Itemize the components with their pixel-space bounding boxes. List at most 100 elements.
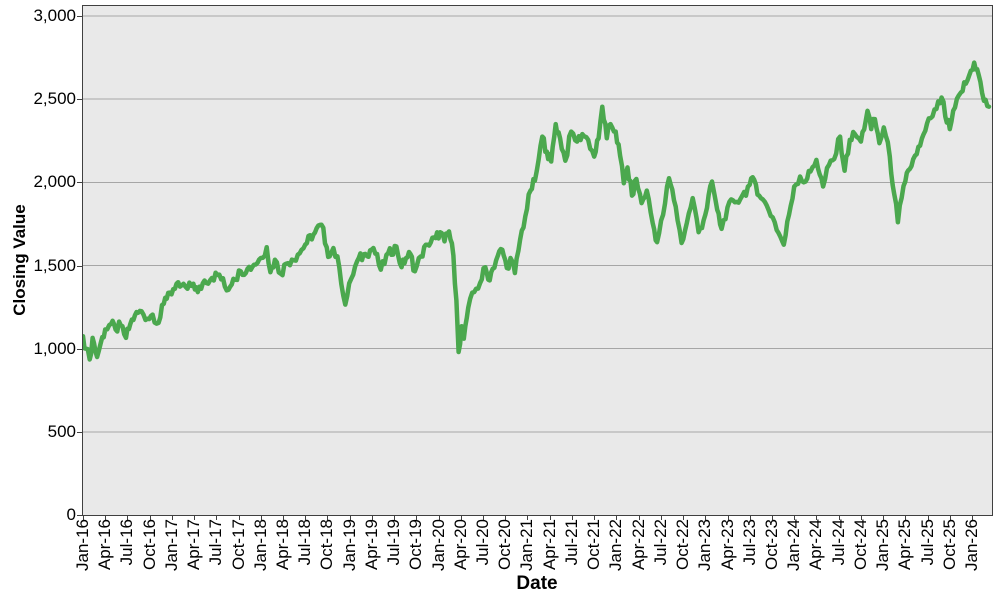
x-tick-mark (305, 516, 306, 520)
x-tick-label: Jul-24 (828, 519, 848, 566)
x-tick-mark (839, 516, 840, 520)
x-tick-mark (261, 516, 262, 520)
y-tick-label: 500 (47, 421, 76, 441)
x-tick-mark (283, 516, 284, 520)
y-tick-label: 0 (66, 505, 76, 524)
x-tick-mark (816, 516, 817, 520)
x-tick-label: Jul-22 (650, 519, 670, 566)
y-tick-mark (77, 182, 83, 184)
plot-area (82, 5, 993, 516)
x-tick-mark (883, 516, 884, 520)
x-tick-label: Oct-22 (673, 519, 693, 571)
x-tick-label: Jan-18 (250, 519, 270, 571)
x-tick-label: Jul-20 (473, 519, 493, 566)
x-tick-label: Jan-22 (606, 519, 626, 571)
x-tick-mark (416, 516, 417, 520)
x-tick-mark (616, 516, 617, 520)
y-tick-label: 1,000 (33, 338, 76, 358)
x-tick-mark (950, 516, 951, 520)
x-tick-mark (194, 516, 195, 520)
x-tick-label: Oct-24 (850, 519, 870, 571)
plot-svg (83, 15, 992, 433)
x-tick-label: Jan-26 (961, 519, 981, 571)
x-tick-mark (928, 516, 929, 520)
x-tick-mark (705, 516, 706, 520)
x-tick-mark (216, 516, 217, 520)
x-tick-mark (127, 516, 128, 520)
x-tick-label: Jan-23 (695, 519, 715, 571)
x-tick-label: Jan-20 (428, 519, 448, 571)
x-tick-mark (172, 516, 173, 520)
x-tick-mark (327, 516, 328, 520)
x-tick-label: Oct-16 (139, 519, 159, 571)
x-tick-label: Jan-21 (517, 519, 537, 571)
x-tick-label: Jul-16 (117, 519, 137, 566)
y-tick-mark (77, 265, 83, 267)
x-tick-label: Apr-21 (539, 519, 559, 571)
x-tick-mark (505, 516, 506, 520)
x-tick-mark (150, 516, 151, 520)
x-tick-label: Oct-17 (228, 519, 248, 571)
x-tick-label: Jul-23 (739, 519, 759, 566)
x-tick-mark (83, 516, 84, 520)
y-tick-mark (77, 99, 83, 101)
x-tick-label: Apr-23 (717, 519, 737, 571)
x-tick-mark (372, 516, 373, 520)
x-tick-mark (772, 516, 773, 520)
x-tick-mark (461, 516, 462, 520)
y-tick-mark (77, 16, 83, 17)
y-tick-label: 3,000 (33, 6, 76, 25)
x-tick-mark (439, 516, 440, 520)
x-tick-label: Oct-23 (761, 519, 781, 571)
x-tick-mark (105, 516, 106, 520)
x-tick-mark (594, 516, 595, 520)
y-tick-mark (77, 348, 83, 350)
x-tick-mark (661, 516, 662, 520)
x-tick-label: Jul-18 (295, 519, 315, 566)
x-tick-mark (794, 516, 795, 520)
x-tick-label: Apr-20 (450, 519, 470, 571)
x-tick-mark (750, 516, 751, 520)
x-tick-label: Apr-17 (184, 519, 204, 571)
x-tick-mark (972, 516, 973, 520)
x-tick-mark (350, 516, 351, 520)
x-tick-mark (905, 516, 906, 520)
x-tick-label: Jan-24 (784, 519, 804, 571)
x-tick-label: Apr-22 (628, 519, 648, 571)
x-tick-label: Apr-18 (273, 519, 293, 571)
x-tick-mark (861, 516, 862, 520)
x-tick-mark (550, 516, 551, 520)
x-tick-mark (394, 516, 395, 520)
x-tick-mark (239, 516, 240, 520)
x-tick-label: Oct-18 (317, 519, 337, 571)
x-tick-mark (483, 516, 484, 520)
y-tick-label: 1,500 (33, 255, 76, 275)
x-tick-label: Oct-21 (584, 519, 604, 571)
x-tick-label: Jul-19 (384, 519, 404, 566)
x-tick-label: Apr-24 (806, 519, 826, 571)
y-tick-mark (77, 515, 83, 516)
x-tick-mark (572, 516, 573, 520)
x-tick-label: Jan-16 (73, 519, 92, 571)
x-tick-label: Oct-20 (495, 519, 515, 571)
x-axis-title: Date (516, 573, 558, 594)
x-tick-label: Jan-17 (161, 519, 181, 571)
x-tick-mark (639, 516, 640, 520)
x-tick-label: Oct-25 (939, 519, 959, 571)
x-tick-label: Jul-25 (917, 519, 937, 566)
y-tick-mark (77, 431, 83, 433)
x-tick-label: Jul-21 (561, 519, 581, 566)
series-line (83, 60, 992, 362)
x-tick-label: Apr-25 (895, 519, 915, 571)
x-tick-mark (683, 516, 684, 520)
x-tick-label: Apr-16 (95, 519, 115, 571)
x-tick-mark (527, 516, 528, 520)
y-tick-label: 2,000 (33, 172, 76, 192)
x-tick-label: Apr-19 (361, 519, 381, 571)
x-tick-label: Oct-19 (406, 519, 426, 571)
x-tick-label: Jan-19 (339, 519, 359, 571)
x-tick-label: Jul-17 (206, 519, 226, 566)
y-tick-label: 2,500 (33, 89, 76, 109)
x-tick-label: Jan-25 (873, 519, 893, 571)
